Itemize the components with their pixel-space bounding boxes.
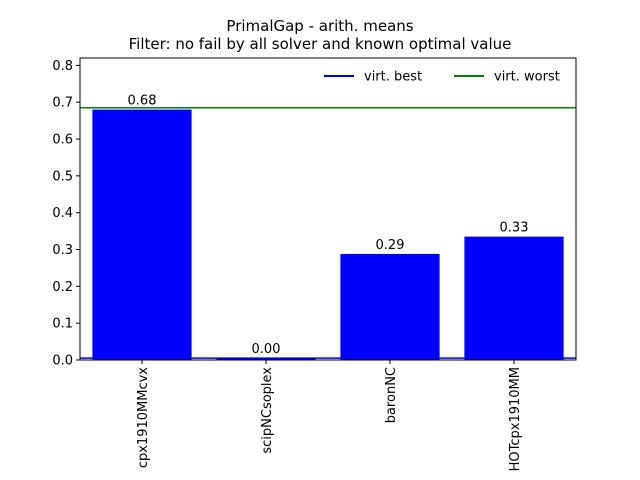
data-label: 0.29 — [376, 238, 405, 253]
y-tick-label: 0.2 — [52, 280, 73, 295]
y-tick-label: 0.1 — [52, 317, 73, 332]
legend-label: virt. worst — [494, 70, 560, 85]
x-tick-label: scipNCsoplex — [260, 367, 275, 454]
bar — [340, 253, 440, 360]
data-label: 0.00 — [252, 342, 281, 357]
y-tick-label: 0.8 — [52, 59, 73, 74]
y-tick-label: 0.4 — [52, 206, 73, 221]
bar — [216, 358, 316, 360]
bar — [92, 109, 192, 360]
x-tick-label: cpx1910MMcvx — [136, 367, 151, 468]
legend-label: virt. best — [364, 70, 422, 85]
y-tick-label: 0.3 — [52, 243, 73, 258]
y-tick-label: 0.7 — [52, 96, 73, 111]
x-tick-label: HOTcpx1910MM — [508, 367, 523, 471]
y-tick-label: 0.5 — [52, 169, 73, 184]
y-tick-label: 0.0 — [52, 354, 73, 369]
data-label: 0.33 — [500, 221, 529, 236]
chart-title: PrimalGap - arith. means — [226, 17, 414, 35]
y-tick-label: 0.6 — [52, 133, 73, 148]
x-tick-label: baronNC — [384, 367, 399, 423]
data-label: 0.68 — [128, 94, 157, 109]
bar — [464, 236, 564, 360]
chart-subtitle: Filter: no fail by all solver and known … — [128, 35, 512, 53]
plot-frame — [79, 57, 577, 361]
